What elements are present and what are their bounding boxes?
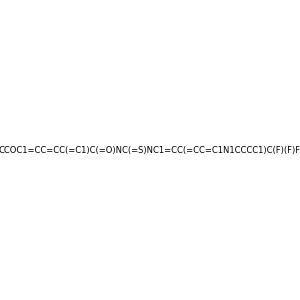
- Text: CCOC1=CC=CC(=C1)C(=O)NC(=S)NC1=CC(=CC=C1N1CCCC1)C(F)(F)F: CCOC1=CC=CC(=C1)C(=O)NC(=S)NC1=CC(=CC=C1…: [0, 146, 300, 154]
